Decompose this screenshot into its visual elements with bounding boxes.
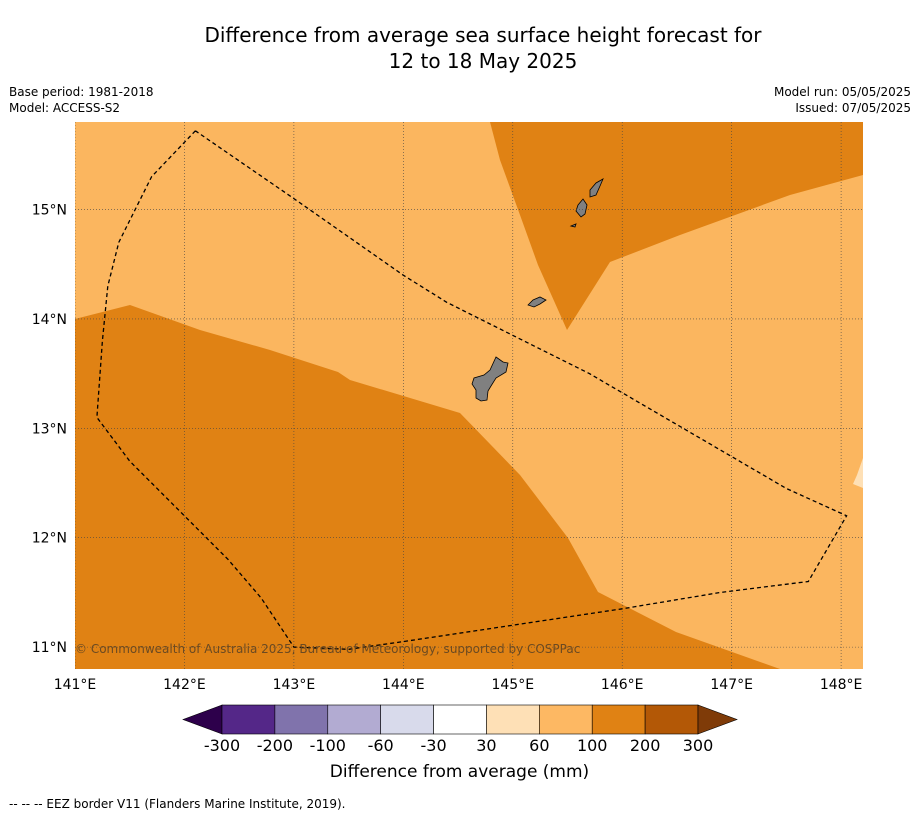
lat-tick-label: 15°N	[32, 203, 67, 219]
colorbar-swatch	[539, 704, 593, 735]
colorbar-swatch	[380, 704, 434, 735]
colorbar-swatch	[644, 704, 699, 735]
colorbar-tick-label: -200	[257, 736, 293, 755]
colorbar-swatch	[591, 704, 646, 735]
colorbar-tick-label: -100	[310, 736, 346, 755]
islands	[471, 178, 604, 402]
title-line-2: 12 to 18 May 2025	[388, 49, 578, 73]
colorbar-tick-label: -300	[204, 736, 240, 755]
gridlines	[75, 122, 863, 669]
colorbar-tick-label: 30	[476, 736, 496, 755]
island-rota	[527, 296, 547, 308]
latitude-tick-labels: 11°N 12°N 13°N 14°N 15°N	[32, 203, 67, 657]
lat-tick-label: 13°N	[32, 421, 67, 437]
band-30-60-east	[853, 458, 863, 488]
colorbar-label: Difference from average (mm)	[329, 762, 590, 782]
footnote-text: -- -- -- EEZ border V11 (Flanders Marine…	[9, 797, 346, 811]
colorbar-tick-label: -60	[368, 736, 394, 755]
issued-text: Issued: 07/05/2025	[795, 101, 911, 115]
colorbar-swatch	[274, 704, 329, 735]
colorbar-tick-label: 100	[577, 736, 608, 755]
eez-border-line	[96, 130, 848, 650]
lon-tick-label: 144°E	[382, 677, 425, 693]
island-tinian	[575, 198, 588, 218]
colorbar-swatch	[221, 704, 276, 735]
map-area: © Commonwealth of Australia 2025, Bureau…	[75, 122, 863, 669]
longitude-tick-labels: 141°E 142°E 143°E 144°E 145°E 146°E 147°E 148°E	[54, 677, 863, 693]
title-line-1: Difference from average sea surface heig…	[204, 23, 762, 47]
model-text: Model: ACCESS-S2	[9, 101, 121, 115]
colorbar-swatch	[486, 704, 540, 735]
lat-tick-label: 14°N	[32, 312, 67, 328]
colorbar: -300 -200 -100 -60 -30 30 60 100 200 300	[182, 704, 738, 755]
lon-tick-label: 145°E	[491, 677, 534, 693]
lon-tick-label: 148°E	[820, 677, 863, 693]
island-guam	[471, 356, 509, 402]
colorbar-tick-label: 60	[529, 736, 549, 755]
colorbar-extend-high	[697, 704, 738, 735]
lon-tick-label: 146°E	[601, 677, 644, 693]
lat-tick-label: 12°N	[32, 531, 67, 547]
colorbar-swatch	[327, 704, 381, 735]
island-saipan	[589, 178, 604, 198]
colorbar-tick-label: 300	[683, 736, 714, 755]
copyright-text: © Commonwealth of Australia 2025, Bureau…	[75, 642, 580, 656]
lon-tick-label: 142°E	[163, 677, 206, 693]
meta-left: Base period: 1981-2018 Model: ACCESS-S2	[9, 84, 154, 116]
lon-tick-label: 147°E	[710, 677, 753, 693]
base-period-text: Base period: 1981-2018	[9, 85, 154, 99]
model-run-text: Model run: 05/05/2025	[773, 85, 911, 99]
colorbar-tick-label: 200	[630, 736, 661, 755]
island-aguijan	[569, 223, 577, 228]
colorbar-extend-low	[182, 704, 223, 735]
band-100-200-north	[490, 122, 863, 330]
colorbar-swatch	[433, 704, 487, 735]
lon-tick-label: 141°E	[54, 677, 97, 693]
lat-tick-label: 11°N	[32, 640, 67, 656]
lon-tick-label: 143°E	[273, 677, 316, 693]
band-100-200-southwest	[75, 305, 780, 669]
meta-right: Model run: 05/05/2025 Issued: 07/05/2025	[774, 84, 911, 116]
colorbar-tick-label: -30	[420, 736, 446, 755]
map-title: Difference from average sea surface heig…	[0, 22, 919, 74]
